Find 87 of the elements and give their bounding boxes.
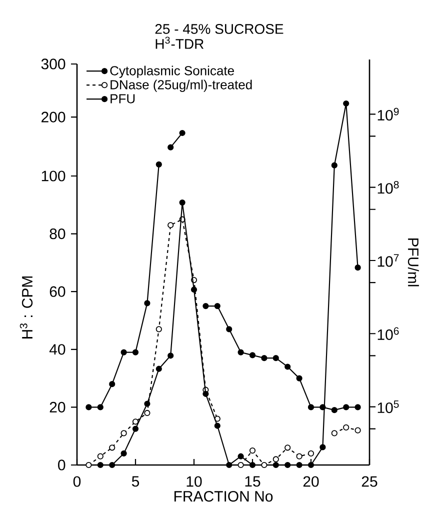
point (109, 381, 116, 388)
point (249, 462, 256, 468)
point (249, 352, 256, 358)
point (261, 355, 268, 362)
x-axis-title: FRACTION No (174, 491, 273, 502)
point (331, 430, 338, 436)
point (343, 424, 350, 430)
point (354, 404, 361, 410)
x-tick-label: 10 (186, 476, 202, 487)
point (202, 390, 209, 397)
text: Cytoplasmic Sonicate (110, 66, 234, 78)
point (308, 404, 314, 410)
point (296, 462, 302, 468)
point (132, 418, 139, 425)
y2-tick-label: 10$^{7}$ (378, 254, 399, 267)
x-tick-label: 0 (73, 476, 81, 487)
y-tick-label: 300 (41, 58, 66, 70)
y-tick-label: 60 (50, 286, 66, 297)
point (109, 462, 116, 468)
point (331, 162, 338, 168)
point (343, 404, 350, 410)
chart-subtitle: H$^{3}$-TDR (156, 36, 204, 49)
point (226, 462, 232, 468)
point (249, 448, 256, 454)
point (272, 456, 279, 462)
point (156, 366, 162, 372)
y-tick-label: 40 (49, 344, 66, 355)
y-tick-label: 20 (50, 402, 66, 412)
point (296, 453, 302, 460)
point (308, 450, 314, 456)
point (97, 462, 104, 468)
point (214, 303, 220, 310)
y2-tick-label: 10$^{9}$ (378, 108, 399, 121)
point (238, 349, 244, 356)
point (109, 444, 116, 451)
point (284, 364, 291, 370)
point (331, 407, 338, 414)
y-tick-label: 200 (42, 112, 66, 122)
point (238, 453, 244, 460)
point (284, 444, 291, 451)
y2-axis-title: PFU/ml (408, 238, 419, 286)
point (226, 326, 232, 332)
x-tick-label: 25 (362, 476, 378, 487)
point (272, 462, 279, 468)
point (190, 286, 198, 293)
x-tick-label: 20 (303, 476, 319, 487)
point (272, 355, 279, 362)
point (144, 300, 150, 306)
point (214, 422, 220, 429)
point (261, 462, 268, 468)
point (284, 462, 291, 468)
point (296, 375, 302, 382)
point (132, 426, 139, 432)
point (354, 264, 361, 271)
text: DNase (25ug/ml)-treated (110, 80, 252, 92)
point (144, 410, 150, 416)
y2-tick-label: 10$^{6}$ (378, 327, 399, 340)
point (86, 462, 92, 468)
point (86, 404, 92, 410)
point (97, 404, 104, 410)
point (156, 326, 162, 332)
chart-title: 25 - 45% SUCROSE (155, 24, 284, 34)
y2-tick-label: 10$^{5}$ (378, 400, 399, 414)
point (120, 450, 127, 457)
point (202, 303, 209, 310)
y-tick-label: 100 (42, 170, 66, 182)
point (238, 462, 244, 468)
point (144, 400, 150, 407)
point (132, 349, 139, 356)
point (343, 100, 350, 107)
x-tick-label: 5 (132, 476, 140, 487)
y-tick-label: 80 (50, 228, 66, 240)
point (120, 430, 127, 436)
legend-label: PFU (110, 94, 135, 104)
point (156, 161, 162, 168)
y-axis-title: H$^{3}$ : CPM (20, 276, 33, 338)
point (120, 349, 127, 356)
x-tick-label: 15 (245, 476, 260, 487)
point (354, 427, 361, 434)
y2-tick-label: 10$^{8}$ (378, 181, 399, 194)
y-tick-label: 0 (58, 460, 66, 470)
point (97, 453, 104, 460)
point (308, 462, 314, 468)
point (168, 222, 174, 228)
point (320, 444, 326, 450)
point (168, 352, 174, 359)
point (179, 199, 186, 206)
